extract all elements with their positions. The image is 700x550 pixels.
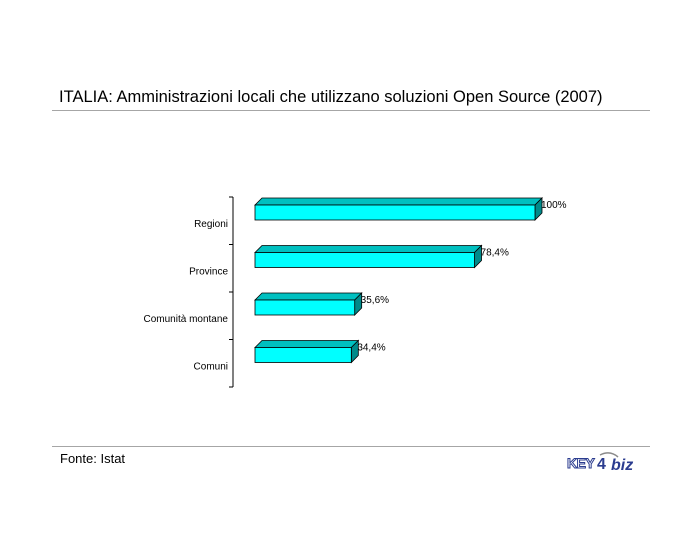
key4biz-logo: KEY 4 biz: [567, 452, 633, 474]
bar-top-face: [254, 340, 360, 348]
data-label: 78,4%: [481, 248, 509, 259]
category-label: Comuni: [194, 361, 228, 372]
data-label: 34,4%: [357, 343, 385, 354]
bar-top-face: [254, 292, 363, 301]
labels: 100% Regioni 78,4% Province 35,6% Comunità mo…: [144, 200, 567, 372]
bar-front-face: [254, 252, 475, 268]
logo-swoosh-icon: [599, 452, 619, 458]
bar: [254, 197, 543, 221]
bars: [254, 197, 543, 364]
logo-biz-text: biz: [611, 457, 633, 474]
category-label: Comunità montane: [144, 314, 229, 325]
bar-front-face: [254, 204, 536, 221]
bar: [254, 292, 363, 316]
data-label: 35,6%: [361, 295, 389, 306]
footer-divider: [52, 446, 650, 447]
category-axis: [229, 196, 234, 388]
logo-four-text: 4: [597, 456, 606, 473]
data-label: 100%: [541, 200, 567, 211]
bar-front-face: [254, 299, 356, 316]
category-label: Regioni: [194, 219, 228, 230]
page-title: ITALIA: Amministrazioni locali che utili…: [59, 88, 603, 106]
bar: [254, 244, 483, 269]
bar-top-face: [254, 197, 543, 206]
bar-top-face: [254, 245, 483, 253]
bar: [254, 339, 360, 364]
source-note: Fonte: Istat: [60, 451, 126, 466]
title-divider: [52, 110, 650, 111]
category-label: Province: [189, 266, 228, 277]
logo-key-text: KEY: [567, 455, 595, 471]
bar-front-face: [254, 347, 352, 363]
